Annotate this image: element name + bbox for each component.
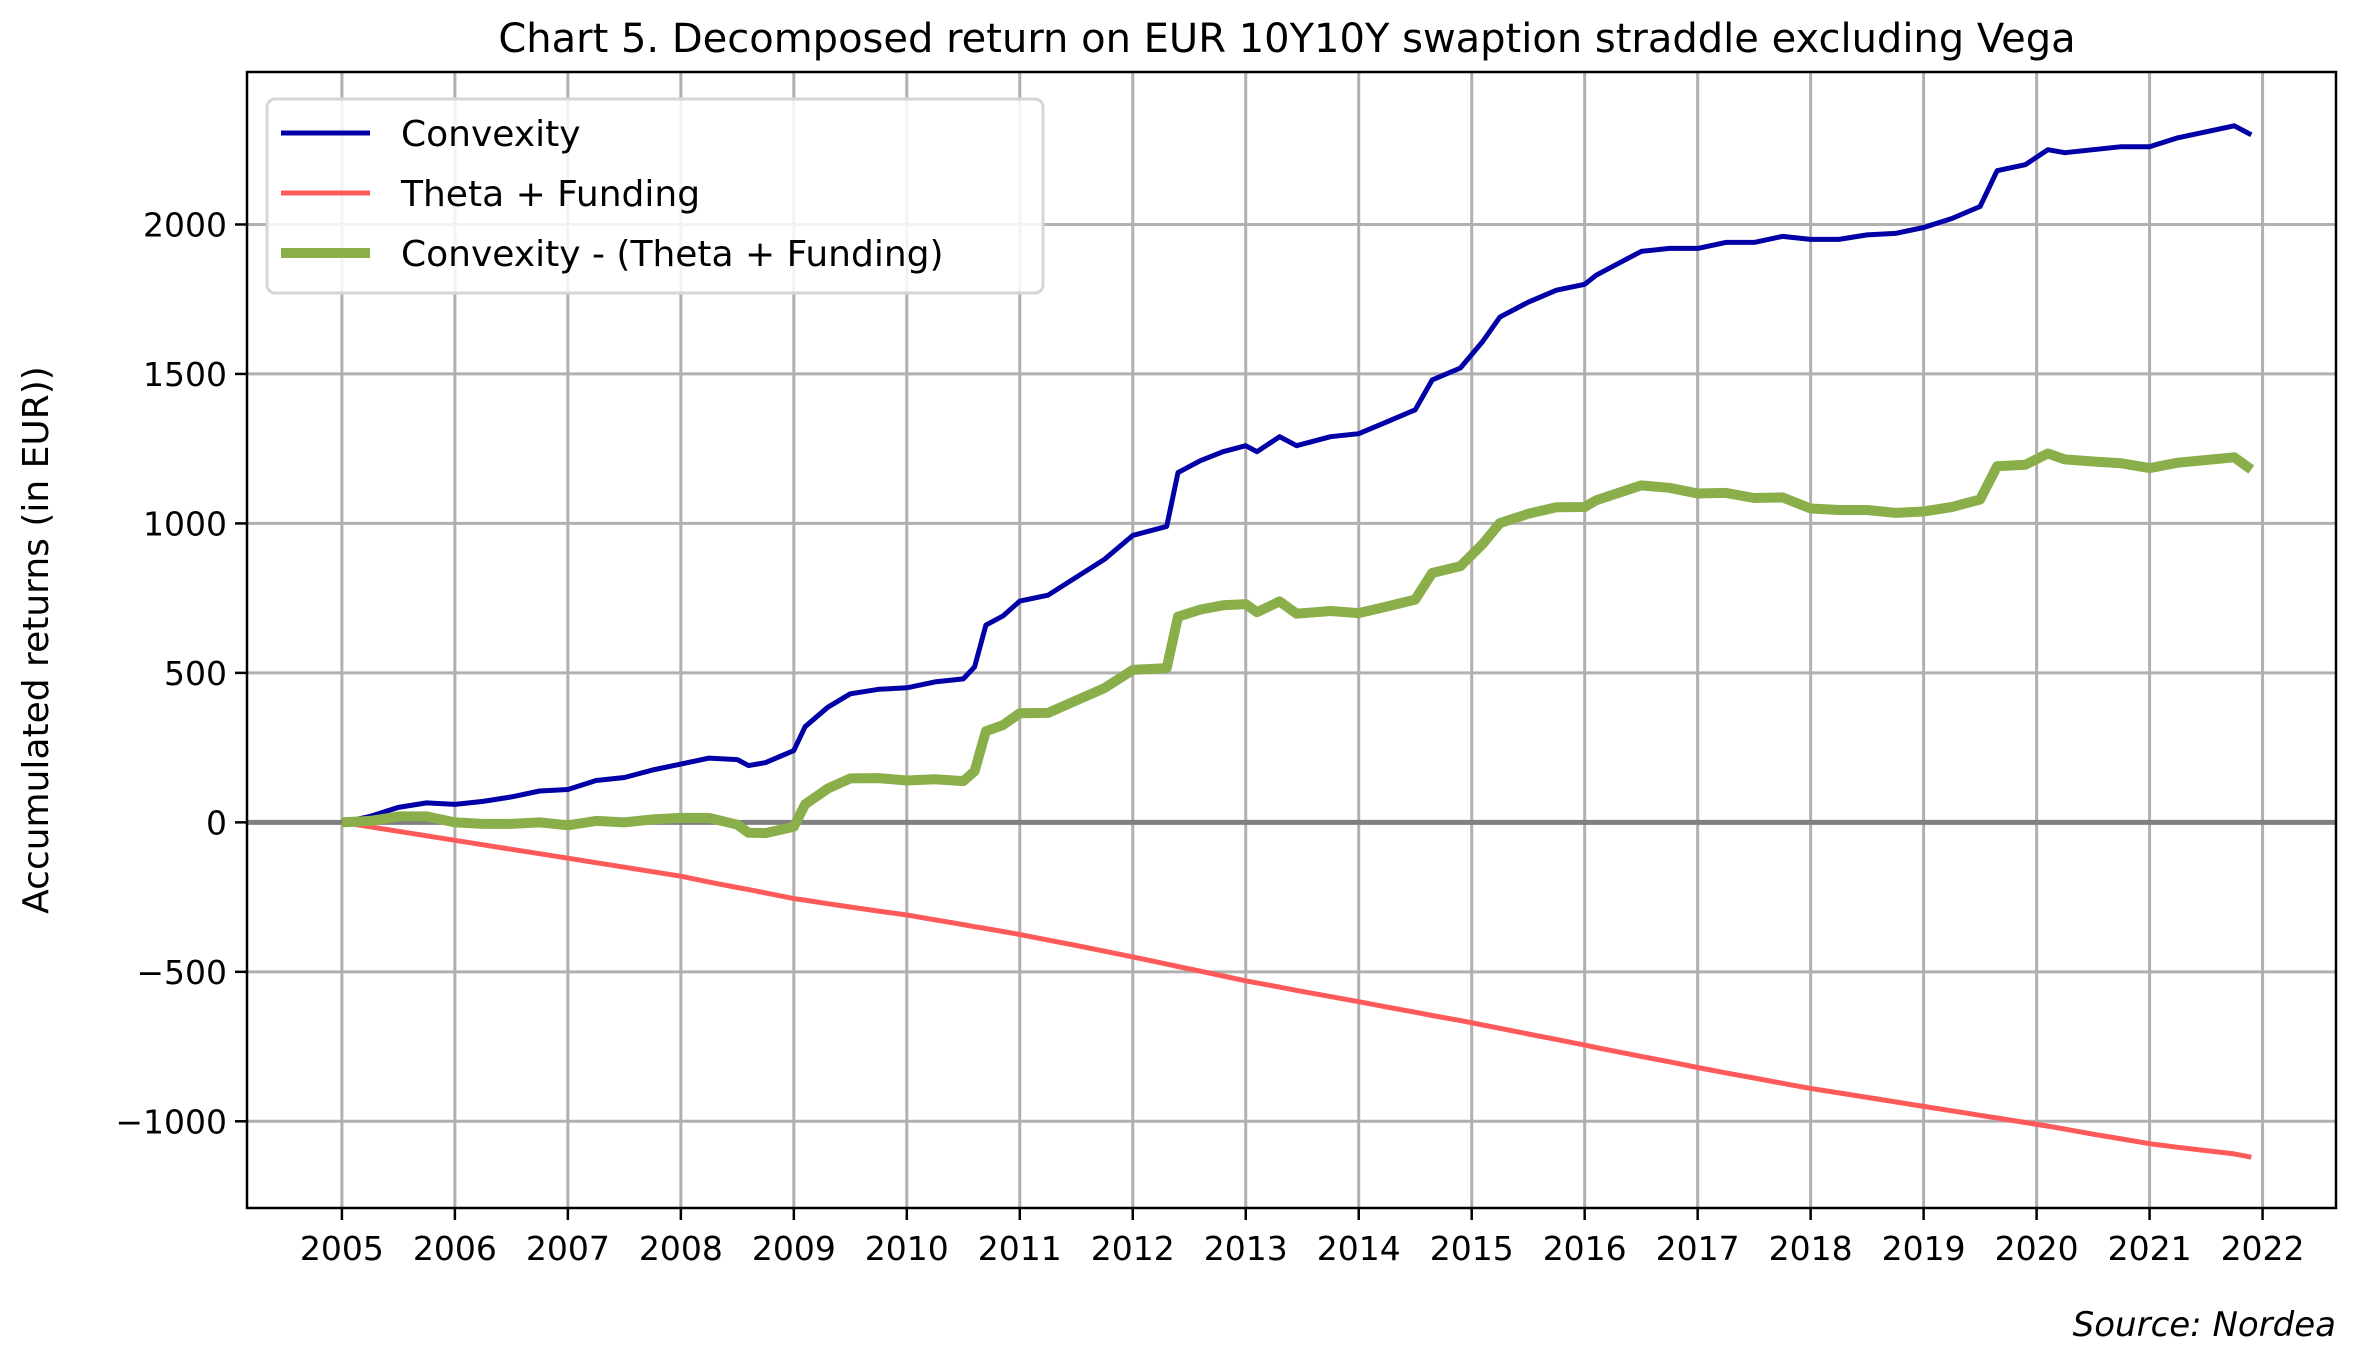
y-tick-label: 500 (164, 654, 227, 693)
x-tick-label: 2006 (413, 1229, 497, 1268)
x-tick-label: 2009 (752, 1229, 836, 1268)
y-tick-label: 1000 (143, 504, 227, 543)
y-axis-label: Accumulated returns (in EUR)) (16, 366, 57, 914)
chart-title: Chart 5. Decomposed return on EUR 10Y10Y… (498, 16, 2075, 62)
x-tick-label: 2018 (1769, 1229, 1853, 1268)
x-tick-label: 2005 (300, 1229, 384, 1268)
y-tick-label: 1500 (143, 355, 227, 394)
x-tick-label: 2021 (2108, 1229, 2192, 1268)
axis-ticks: 2005 2006 2007 2008 2009 2010 2011 2012 2013 2014… (115, 205, 2304, 1268)
legend-label: Theta + Funding (400, 174, 700, 215)
x-tick-label: 2008 (639, 1229, 723, 1268)
x-tick-label: 2022 (2221, 1229, 2305, 1268)
x-tick-label: 2010 (865, 1229, 949, 1268)
y-tick-label: −500 (136, 953, 227, 992)
plot-frame (245, 70, 2338, 1210)
x-tick-label: 2015 (1430, 1229, 1514, 1268)
source-note: Source: Nordea (2073, 1305, 2336, 1345)
x-tick-label: 2017 (1656, 1229, 1740, 1268)
series-line-theta-funding (341, 819, 2252, 1160)
legend-label: Convexity (401, 114, 581, 155)
series-line-convexity (341, 123, 2253, 825)
x-tick-label: 2013 (1204, 1229, 1288, 1268)
legend-box (265, 97, 1045, 295)
x-tick-label: 2014 (1317, 1229, 1401, 1268)
x-tick-label: 2016 (1543, 1229, 1627, 1268)
y-tick-label: 0 (206, 803, 227, 842)
series-group (341, 123, 2255, 1160)
x-tick-label: 2020 (1995, 1229, 2079, 1268)
x-tick-label: 2019 (1882, 1229, 1966, 1268)
x-tick-label: 2011 (978, 1229, 1062, 1268)
x-tick-label: 2012 (1091, 1229, 1175, 1268)
series-line-convexity-theta-funding (341, 448, 2255, 839)
legend: Convexity Theta + Funding Convexity - (The… (265, 97, 1045, 295)
y-tick-label: −1000 (115, 1102, 227, 1141)
legend-label: Convexity - (Theta + Funding) (401, 234, 944, 275)
x-tick-label: 2007 (526, 1229, 610, 1268)
y-tick-label: 2000 (143, 205, 227, 244)
